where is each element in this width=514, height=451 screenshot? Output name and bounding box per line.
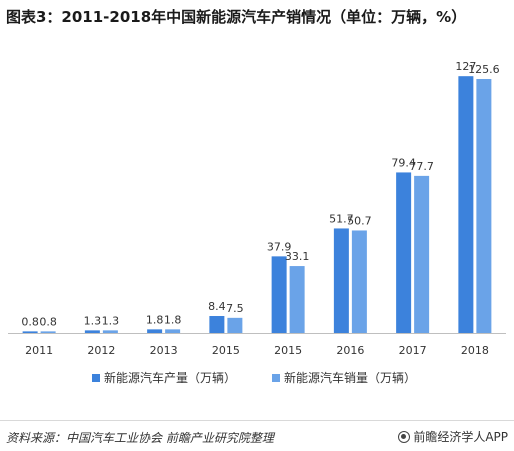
data-label-production: 0.8 [21,315,39,328]
x-tick-label: 2012 [87,344,115,357]
bar-production [84,330,100,333]
data-label-production: 51.7 [329,212,354,225]
bar-production [458,76,474,333]
data-label-sales: 0.8 [39,315,57,328]
bar-production [271,256,287,333]
data-label-sales: 7.5 [226,302,244,315]
bar-chart: 0.8 0.8 2011 1.3 1.3 2012 1.8 1.8 2013 8.4 7.5 2015… [8,60,506,385]
data-label-sales: 1.3 [102,314,120,327]
data-label-sales: 1.8 [164,313,182,326]
x-tick-label: 2015 [212,344,240,357]
bar-production [333,228,349,333]
brand-label: 前瞻经济学人APP [398,428,508,445]
x-tick-label: 2013 [150,344,178,357]
data-label-sales: 77.7 [409,160,434,173]
bar-production [396,172,412,333]
bar-sales [476,79,492,334]
bar-sales [40,331,56,333]
brand-logo-icon [398,430,411,443]
data-label-sales: 50.7 [347,214,372,227]
x-tick-label: 2011 [25,344,53,357]
bar-production [147,329,163,333]
legend-swatch-sales [272,374,280,382]
x-tick-label: 2016 [336,344,364,357]
bar-sales [165,329,181,333]
data-label-sales: 125.6 [468,63,500,76]
footer: 资料来源：中国汽车工业协会 前瞻产业研究院整理 前瞻经济学人APP [0,420,514,451]
data-label-sales: 33.1 [285,250,310,263]
data-label-production: 8.4 [208,300,226,313]
bar-sales [351,230,367,333]
data-label-production: 79.4 [391,156,416,169]
data-label-production: 1.3 [84,314,102,327]
legend-label-sales: 新能源汽车销量（万辆） [284,370,416,385]
data-label-production: 127 [455,60,476,73]
bar-sales [102,330,118,333]
x-tick-label: 2017 [399,344,427,357]
data-label-production: 1.8 [146,313,164,326]
data-label-production: 37.9 [267,240,292,253]
x-tick-label: 2018 [461,344,489,357]
bar-sales [227,317,243,333]
x-tick-label: 2015 [274,344,302,357]
bar-sales [414,175,430,333]
legend-swatch-production [92,374,100,382]
legend-label-production: 新能源汽车产量（万辆） [104,370,236,385]
chart-title: 图表3：2011-2018年中国新能源汽车产销情况（单位：万辆，%） [6,8,467,26]
source-note: 资料来源：中国汽车工业协会 前瞻产业研究院整理 [6,431,274,445]
bar-production [209,316,225,333]
brand-text: 前瞻经济学人APP [413,430,508,444]
bar-production [22,331,38,333]
bar-sales [289,266,305,333]
